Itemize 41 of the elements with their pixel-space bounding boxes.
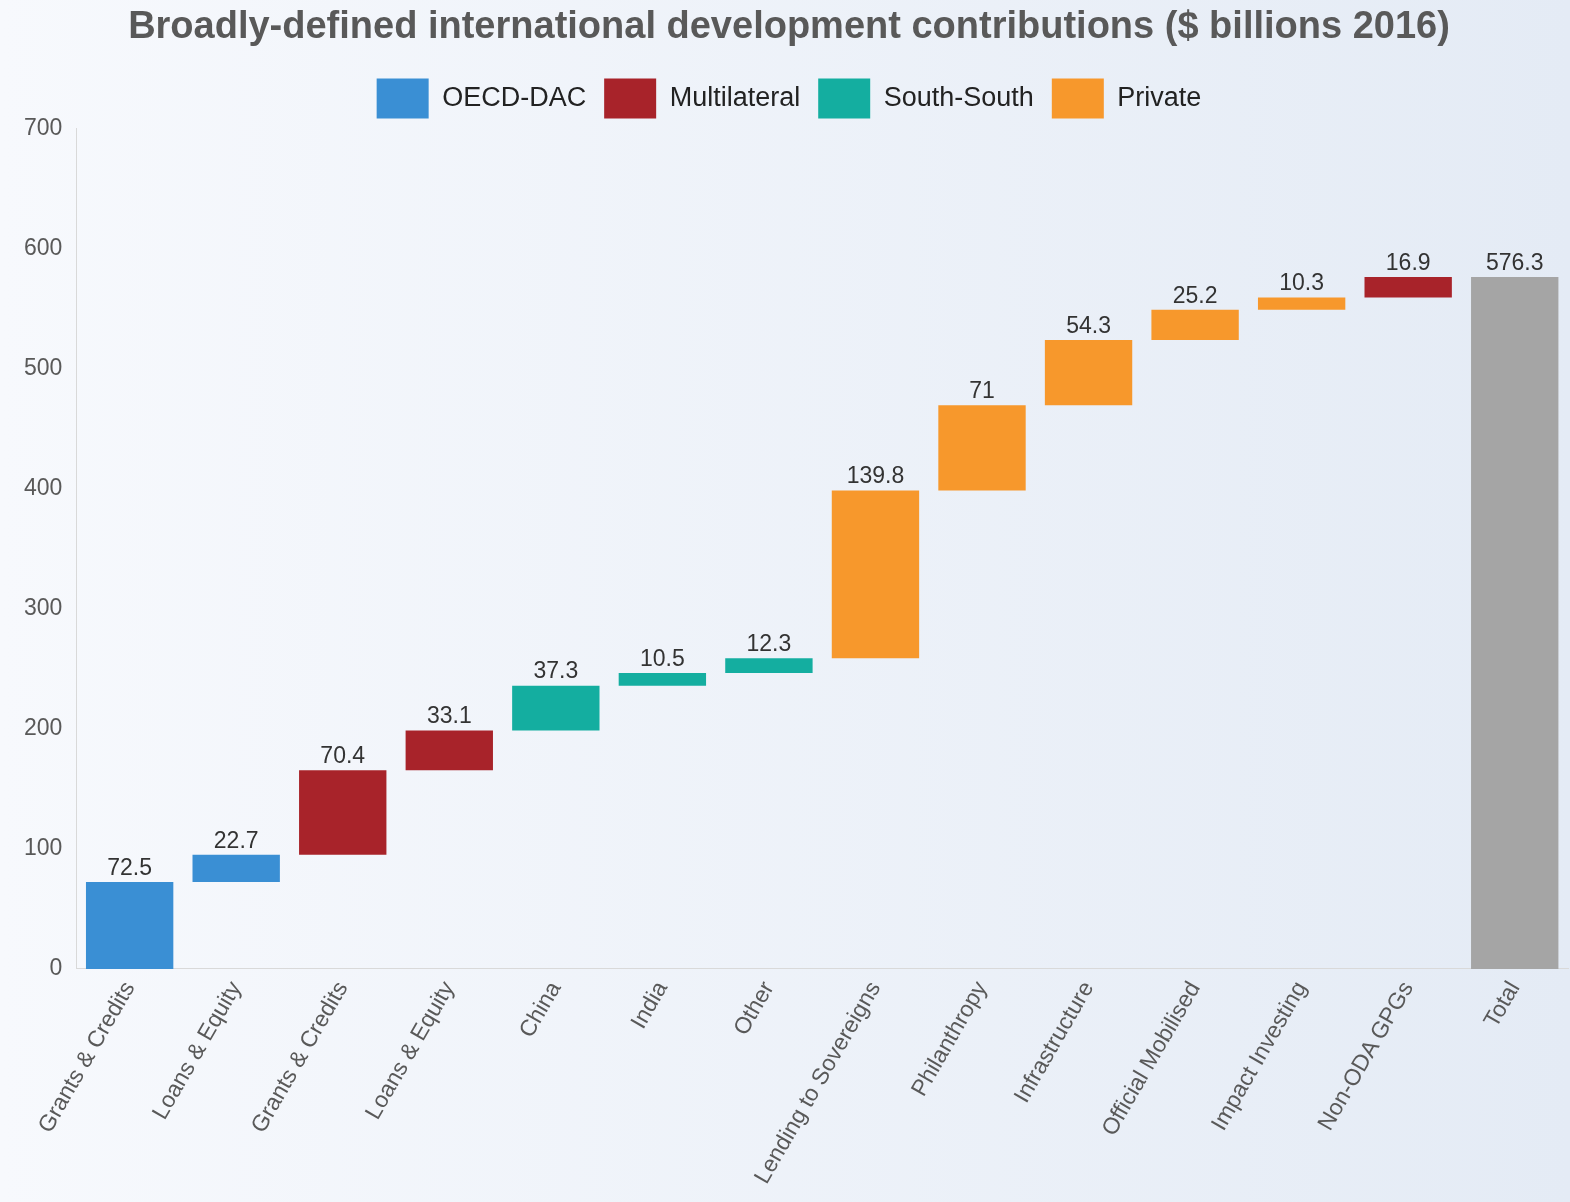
legend-label: Multilateral [669,82,801,113]
bar [1044,340,1133,406]
y-tick-label: 200 [24,714,63,741]
bar [938,405,1026,491]
data-label: 72.5 [107,853,153,880]
data-label: 70.4 [320,742,366,769]
bar [1151,309,1239,341]
bar [85,881,174,969]
legend-label: South-South [883,82,1034,113]
bar [618,673,707,686]
y-tick-label: 0 [49,954,63,981]
data-label: 576.3 [1485,248,1544,275]
y-tick-label: 400 [24,474,63,501]
data-label: 16.9 [1385,248,1431,275]
legend-label: Private [1117,82,1202,113]
y-tick-label: 300 [24,594,63,621]
y-tick-label: 100 [24,834,63,861]
legend-label: OECD-DAC [442,82,587,113]
bar [831,490,920,659]
data-label: 33.1 [426,702,472,729]
data-label: 10.5 [639,644,685,671]
y-tick-label: 500 [24,354,63,381]
y-tick-label: 600 [24,234,63,260]
data-label: 25.2 [1172,281,1218,308]
data-label: 37.3 [533,657,579,684]
bar [725,658,813,674]
data-label: 10.3 [1279,269,1325,296]
data-label: 54.3 [1066,311,1111,338]
bar [512,685,600,731]
bar [192,854,280,882]
data-label: 139.8 [846,462,905,489]
bar [299,770,387,855]
y-tick-label: 700 [24,113,63,140]
chart-title: Broadly-defined international development contributions ($ billions 2016) [128,4,1450,47]
bar [405,730,493,771]
data-label: 71 [969,377,995,404]
data-label: 12.3 [746,630,792,657]
bar [1257,297,1346,310]
data-label: 22.7 [213,826,259,853]
bar [1471,277,1559,969]
bar [1364,277,1452,298]
